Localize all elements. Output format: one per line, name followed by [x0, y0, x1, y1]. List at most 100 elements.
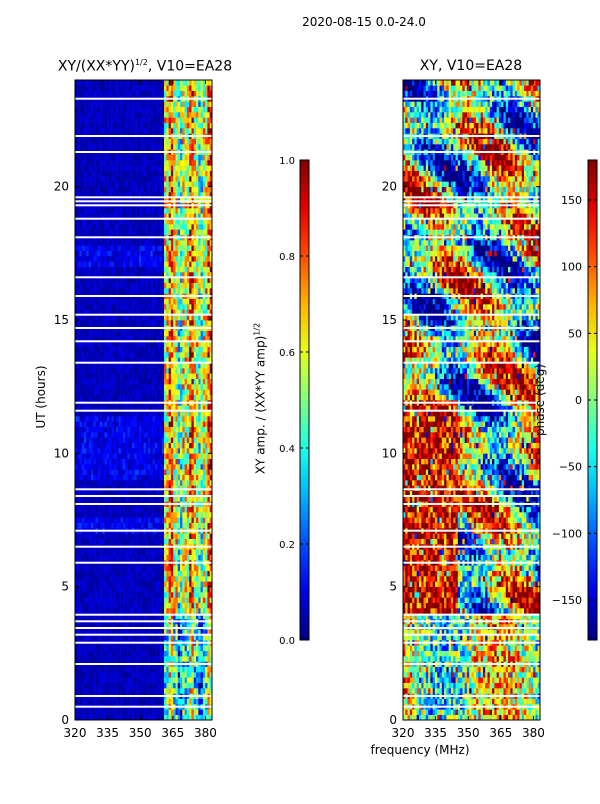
heatmap-cell	[173, 437, 176, 443]
heatmap-cell	[175, 437, 178, 443]
heatmap-cell	[146, 517, 149, 523]
heatmap-cell	[118, 581, 121, 587]
heatmap-cell	[82, 437, 85, 443]
heatmap-cell	[109, 304, 112, 310]
heatmap-cell	[134, 459, 137, 465]
heatmap-cell	[82, 464, 85, 470]
heatmap-cell	[139, 592, 142, 598]
heatmap-cell	[100, 715, 103, 721]
heatmap-cell	[182, 688, 185, 694]
heatmap-cell	[82, 283, 85, 289]
heatmap-cell	[187, 389, 190, 395]
heatmap-cell	[191, 587, 194, 593]
heatmap-cell	[171, 384, 174, 390]
heatmap-cell	[180, 299, 183, 305]
heatmap-cell	[146, 304, 149, 310]
heatmap-cell	[118, 656, 121, 662]
heatmap-cell	[109, 581, 112, 587]
heatmap-cell	[82, 555, 85, 561]
heatmap-cell	[123, 373, 126, 379]
heatmap-cell	[180, 587, 183, 593]
heatmap-cell	[96, 416, 99, 422]
heatmap-cell	[157, 352, 160, 358]
heatmap-cell	[153, 507, 156, 513]
heatmap-cell	[173, 507, 176, 513]
heatmap-cell	[198, 512, 201, 518]
heatmap-cell	[118, 347, 121, 353]
heatmap-cell	[180, 283, 183, 289]
heatmap-cell	[191, 523, 194, 529]
heatmap-cell	[89, 283, 92, 289]
heatmap-cell	[93, 512, 96, 518]
heatmap-cell	[203, 443, 206, 449]
heatmap-cell	[189, 475, 192, 481]
heatmap-cell	[105, 432, 108, 438]
heatmap-cell	[157, 368, 160, 374]
heatmap-cell	[157, 480, 160, 486]
heatmap-cell	[109, 688, 112, 694]
heatmap-cell	[93, 507, 96, 513]
heatmap-cell	[164, 715, 167, 721]
heatmap-cell	[141, 523, 144, 529]
heatmap-cell	[125, 443, 128, 449]
heatmap-cell	[80, 517, 83, 523]
heatmap-cell	[201, 549, 204, 555]
heatmap-cell	[164, 608, 167, 614]
heatmap-cell	[141, 603, 144, 609]
heatmap-cell	[169, 448, 172, 454]
heatmap-cell	[198, 533, 201, 539]
heatmap-cell	[180, 571, 183, 577]
heatmap-cell	[125, 523, 128, 529]
heatmap-cell	[141, 512, 144, 518]
heatmap-cell	[112, 384, 115, 390]
heatmap-cell	[191, 416, 194, 422]
heatmap-cell	[116, 533, 119, 539]
heatmap-cell	[182, 443, 185, 449]
heatmap-cell	[80, 459, 83, 465]
heatmap-cell	[205, 597, 208, 603]
heatmap-cell	[169, 464, 172, 470]
heatmap-cell	[84, 533, 87, 539]
heatmap-cell	[93, 453, 96, 459]
heatmap-cell	[185, 603, 188, 609]
heatmap-cell	[96, 651, 99, 657]
heatmap-cell	[166, 656, 169, 662]
heatmap-cell	[187, 432, 190, 438]
heatmap-cell	[105, 555, 108, 561]
heatmap-cell	[116, 709, 119, 715]
heatmap-cell	[112, 608, 115, 614]
heatmap-cell	[123, 597, 126, 603]
heatmap-cell	[157, 507, 160, 513]
heatmap-cell	[180, 549, 183, 555]
heatmap-cell	[175, 512, 178, 518]
heatmap-cell	[171, 373, 174, 379]
heatmap-cell	[114, 416, 117, 422]
heatmap-cell	[77, 437, 80, 443]
heatmap-cell	[201, 672, 204, 678]
heatmap-cell	[178, 469, 181, 475]
heatmap-cell	[137, 299, 140, 305]
heatmap-cell	[86, 512, 89, 518]
heatmap-cell	[148, 416, 151, 422]
heatmap-cell	[148, 576, 151, 582]
heatmap-cell	[86, 288, 89, 294]
heatmap-cell	[146, 587, 149, 593]
heatmap-cell	[84, 469, 87, 475]
heatmap-cell	[109, 384, 112, 390]
heatmap-cell	[153, 469, 156, 475]
heatmap-cell	[153, 677, 156, 683]
heatmap-cell	[187, 443, 190, 449]
heatmap-cell	[155, 384, 158, 390]
heatmap-cell	[112, 533, 115, 539]
heatmap-cell	[100, 667, 103, 673]
heatmap-cell	[93, 672, 96, 678]
heatmap-cell	[180, 576, 183, 582]
heatmap-cell	[182, 427, 185, 433]
heatmap-cell	[118, 549, 121, 555]
heatmap-cell	[185, 421, 188, 427]
heatmap-cell	[116, 288, 119, 294]
heatmap-cell	[91, 523, 94, 529]
heatmap-cell	[112, 480, 115, 486]
heatmap-cell	[77, 448, 80, 454]
heatmap-cell	[121, 699, 124, 705]
